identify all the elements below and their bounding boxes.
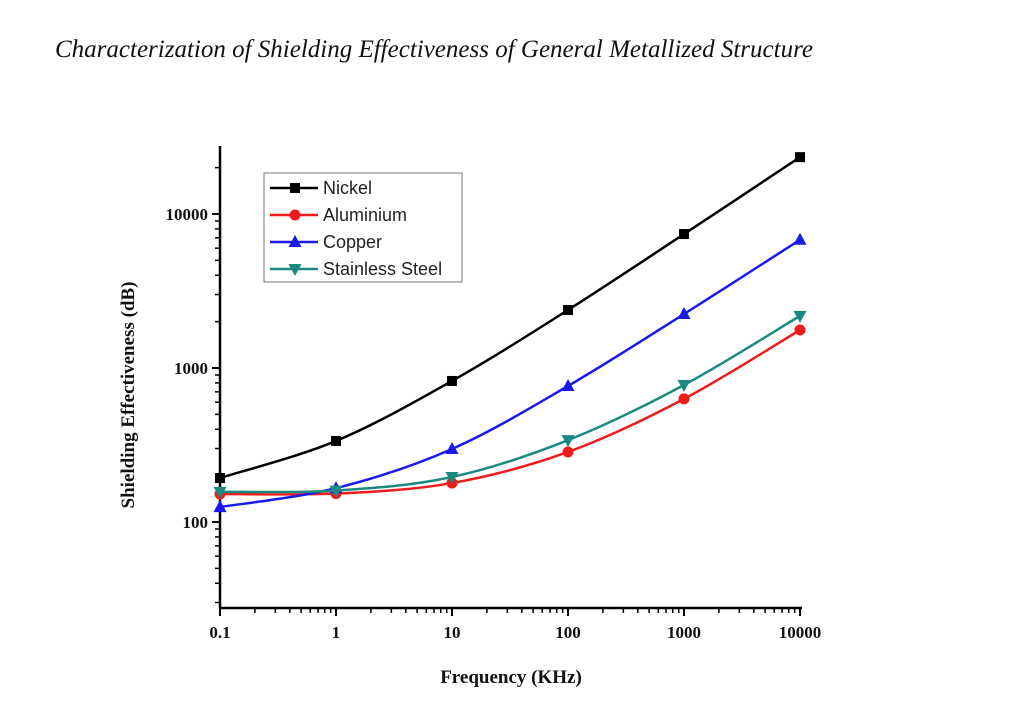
data-point bbox=[331, 435, 341, 446]
y-tick-label: 10000 bbox=[166, 205, 209, 224]
legend-label: Copper bbox=[323, 232, 382, 252]
legend-marker bbox=[290, 183, 300, 193]
series-nickel bbox=[215, 152, 805, 484]
legend-label: Nickel bbox=[323, 178, 372, 198]
data-point bbox=[562, 446, 574, 458]
x-tick-label: 100 bbox=[555, 623, 581, 642]
series-line bbox=[219, 156, 801, 480]
x-tick-label: 0.1 bbox=[209, 623, 230, 642]
data-point bbox=[447, 375, 457, 386]
data-point bbox=[793, 232, 807, 245]
data-point bbox=[213, 500, 227, 513]
series-line bbox=[219, 238, 801, 509]
legend-label: Aluminium bbox=[323, 205, 407, 225]
data-point bbox=[215, 473, 225, 484]
data-point bbox=[677, 307, 691, 320]
data-point bbox=[445, 441, 459, 454]
x-tick-label: 10000 bbox=[779, 623, 822, 642]
data-point bbox=[329, 485, 343, 498]
data-point bbox=[561, 435, 575, 448]
series-aluminium bbox=[214, 324, 806, 500]
legend-marker bbox=[288, 235, 302, 247]
y-tick-label: 100 bbox=[183, 513, 209, 532]
data-point bbox=[793, 310, 807, 323]
x-tick-label: 10 bbox=[444, 623, 461, 642]
series-line bbox=[219, 328, 801, 496]
data-point bbox=[677, 379, 691, 392]
series-stainless-steel bbox=[213, 310, 807, 499]
data-point bbox=[795, 152, 805, 163]
legend-label: Stainless Steel bbox=[323, 259, 442, 279]
legend-marker bbox=[289, 209, 301, 221]
x-tick-label: 1 bbox=[332, 623, 341, 642]
legend-marker bbox=[288, 264, 302, 276]
y-tick-label: 1000 bbox=[174, 359, 208, 378]
series-line bbox=[219, 314, 801, 494]
x-axis-label: Frequency (KHz) bbox=[440, 667, 582, 688]
page-title: Characterization of Shielding Effectiven… bbox=[55, 36, 813, 63]
y-axis-label: Shielding Effectiveness (dB) bbox=[118, 282, 139, 509]
x-tick-label: 1000 bbox=[667, 623, 701, 642]
data-point bbox=[213, 486, 227, 499]
data-point bbox=[678, 393, 690, 405]
data-point bbox=[445, 471, 459, 484]
data-point bbox=[563, 305, 573, 316]
data-point bbox=[794, 324, 806, 336]
legend: Nickel Aluminium Copper Stainless Steel bbox=[263, 172, 463, 283]
data-point bbox=[561, 379, 575, 392]
data-point bbox=[679, 229, 689, 240]
